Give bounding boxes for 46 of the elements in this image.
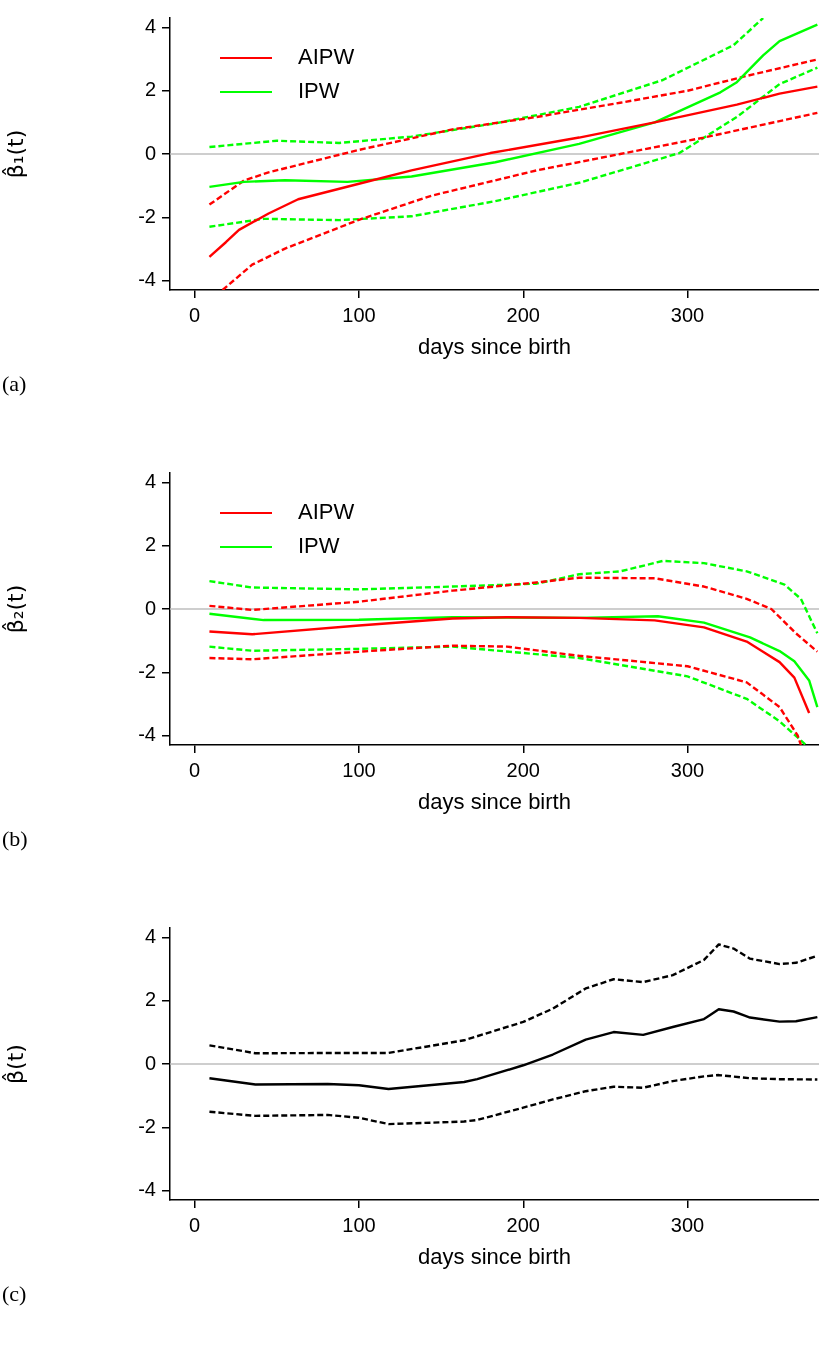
x-tick-label: 300 (670, 303, 705, 326)
line-series (208, 576, 819, 653)
x-axis-title: days since birth (418, 788, 571, 814)
y-tick-label: -2 (138, 204, 156, 227)
x-tick-label: 200 (506, 1213, 540, 1236)
y-tick-label: 0 (144, 1051, 156, 1074)
y-tick-label: 2 (144, 988, 156, 1011)
y-tick-label: 4 (144, 470, 156, 492)
x-tick-label: 0 (189, 303, 201, 326)
line-series (208, 66, 819, 228)
text: (c) (2, 1280, 27, 1306)
x-tick-label: 200 (506, 303, 540, 326)
legend-label: IPW (298, 533, 340, 559)
legend-label: AIPW (298, 499, 355, 525)
line-series (221, 111, 819, 290)
y-tick-label: -4 (138, 268, 156, 291)
text: (b) (2, 825, 28, 851)
x-axis-title: days since birth (418, 1243, 571, 1269)
x-tick-label: 100 (342, 1213, 376, 1236)
x-tick-label: 300 (670, 758, 705, 781)
x-tick-label: 0 (189, 1213, 201, 1236)
legend-label: AIPW (298, 44, 355, 70)
y-axis-title: β̂(t) (1, 1044, 28, 1084)
y-tick-label: 0 (144, 141, 156, 164)
x-axis-title: days since birth (418, 333, 571, 359)
x-tick-label: 200 (506, 758, 540, 781)
line-series (208, 1073, 819, 1126)
y-tick-label: 2 (144, 533, 156, 556)
line-series (208, 559, 819, 635)
y-axis-title: β̂₁(t) (1, 129, 28, 179)
y-axis-title: β̂₂(t) (1, 584, 28, 634)
y-tick-label: -2 (138, 659, 156, 682)
legend-label: IPW (298, 78, 340, 104)
y-tick-label: -4 (138, 723, 156, 746)
line-series (208, 18, 765, 149)
text: (a) (2, 370, 27, 396)
x-tick-label: 0 (189, 758, 201, 781)
y-tick-label: 2 (144, 78, 156, 101)
y-tick-label: 0 (144, 596, 156, 619)
y-tick-label: -2 (138, 1114, 156, 1137)
x-tick-label: 300 (670, 1213, 705, 1236)
y-tick-label: -4 (138, 1178, 156, 1201)
y-tick-label: 4 (144, 925, 156, 947)
x-tick-label: 100 (342, 758, 376, 781)
x-tick-label: 100 (342, 303, 376, 326)
y-tick-label: 4 (144, 15, 156, 37)
